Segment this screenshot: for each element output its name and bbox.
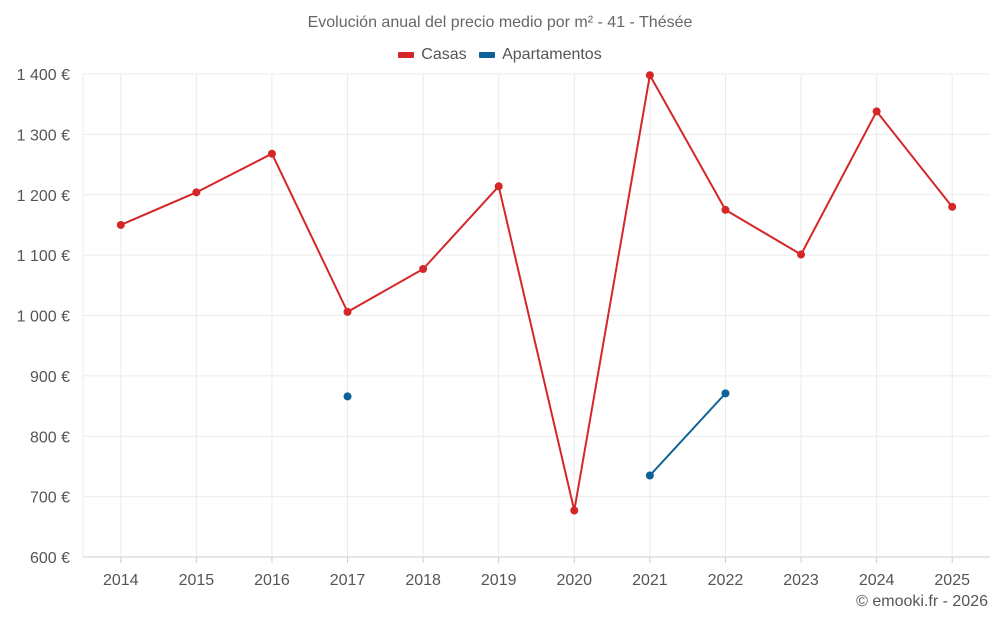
series-casas [116,71,957,515]
legend-item-casas[interactable]: Casas [398,46,467,64]
data-point-casas[interactable] [797,250,806,259]
legend-label-apartamentos: Apartamentos [502,46,602,63]
x-tick-label: 2019 [481,572,517,589]
legend-swatch-apartamentos [479,52,496,58]
data-point-casas[interactable] [872,107,881,116]
data-point-casas[interactable] [721,205,730,214]
data-point-casas[interactable] [494,182,503,191]
series-line-apartamentos [649,392,727,477]
data-point-casas[interactable] [343,307,352,316]
data-point-casas[interactable] [645,71,654,80]
data-point-casas[interactable] [267,149,276,158]
data-point-casas[interactable] [116,220,125,229]
x-tick-label: 2017 [330,572,366,589]
series-line-casas [120,74,953,512]
credit-text: © emooki.fr - 2026 [856,593,988,610]
y-tick-label: 1 400 € [17,67,70,84]
data-point-apartamentos[interactable] [645,471,654,480]
legend-item-apartamentos[interactable]: Apartamentos [479,46,602,64]
x-tick-label: 2016 [254,572,290,589]
data-point-casas[interactable] [570,506,579,515]
y-tick-label: 1 100 € [17,248,70,265]
data-point-casas[interactable] [948,202,957,211]
y-tick-label: 900 € [30,369,70,386]
data-point-casas[interactable] [419,265,428,274]
data-point-apartamentos[interactable] [721,389,730,398]
chart-legend: Casas Apartamentos [0,45,1000,64]
data-point-apartamentos[interactable] [343,392,352,401]
axes: 600 € 700 € 800 € 900 € 1 000 € 1 100 € 1 200 … [17,67,970,589]
chart-title: Evolución anual del precio medio por m² … [307,14,693,31]
data-point-casas[interactable] [192,188,201,197]
grid-lines [83,73,990,558]
x-tick-label: 2014 [103,572,139,589]
series-apartamentos [343,389,730,480]
legend-label-casas: Casas [421,46,467,63]
y-tick-label: 600 € [30,550,70,567]
x-tick-label: 2018 [405,572,441,589]
x-tick-label: 2022 [708,572,744,589]
series-layer [116,71,957,515]
y-tick-label: 1 300 € [17,127,70,144]
x-tick-label: 2024 [859,572,895,589]
y-tick-label: 1 200 € [17,188,70,205]
x-tick-label: 2023 [783,572,819,589]
legend-swatch-casas [398,52,415,58]
y-tick-label: 700 € [30,490,70,507]
x-tick-label: 2020 [556,572,592,589]
x-tick-label: 2025 [934,572,970,589]
y-tick-label: 800 € [30,429,70,446]
x-tick-label: 2015 [179,572,215,589]
x-tick-label: 2021 [632,572,668,589]
y-tick-label: 1 000 € [17,309,70,326]
